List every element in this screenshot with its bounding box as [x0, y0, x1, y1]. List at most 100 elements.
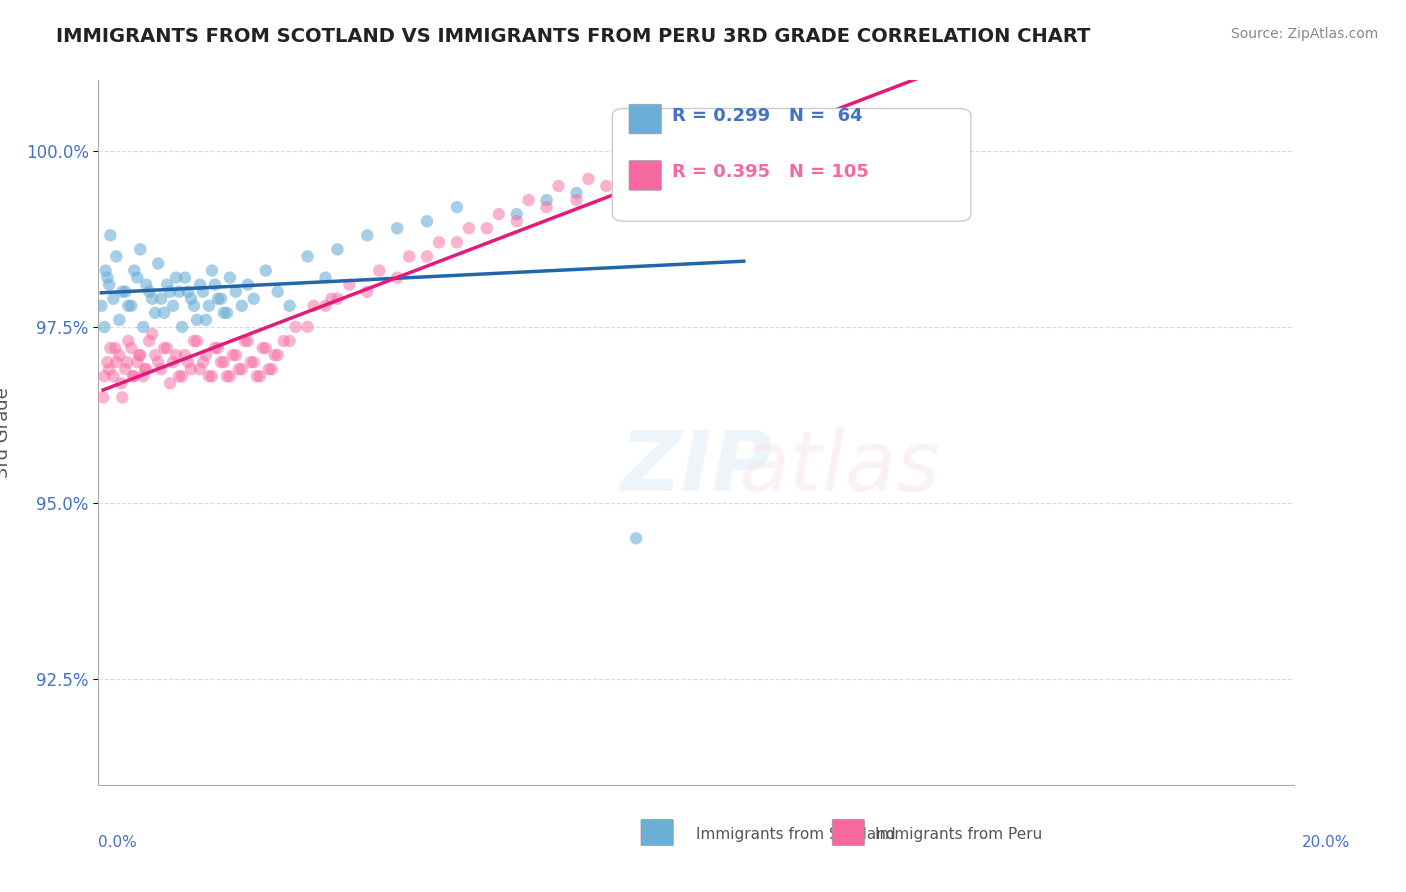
- Point: [697, 144, 720, 158]
- Point: [186, 313, 208, 327]
- Point: [150, 362, 173, 376]
- Point: [231, 362, 253, 376]
- Point: [207, 341, 229, 355]
- Text: 20.0%: 20.0%: [1302, 836, 1350, 850]
- Point: [156, 341, 179, 355]
- Point: [148, 256, 170, 270]
- Point: [127, 270, 149, 285]
- Point: [177, 355, 200, 369]
- Point: [183, 299, 205, 313]
- Point: [114, 285, 136, 299]
- Point: [105, 355, 128, 369]
- Point: [138, 334, 160, 348]
- Point: [135, 362, 157, 376]
- Point: [209, 355, 232, 369]
- Point: [225, 285, 247, 299]
- Point: [103, 369, 125, 384]
- Point: [655, 165, 678, 179]
- Point: [233, 334, 256, 348]
- Point: [128, 348, 150, 362]
- Point: [565, 186, 588, 200]
- Point: [239, 355, 262, 369]
- Point: [94, 263, 117, 277]
- Point: [124, 263, 146, 277]
- Text: 0.0%: 0.0%: [98, 836, 138, 850]
- Point: [263, 348, 285, 362]
- Point: [156, 277, 179, 292]
- Point: [666, 151, 689, 165]
- Point: [315, 270, 337, 285]
- Point: [714, 151, 737, 165]
- Point: [745, 144, 768, 158]
- Point: [427, 235, 450, 250]
- Point: [122, 369, 145, 384]
- Point: [215, 369, 238, 384]
- Point: [183, 334, 205, 348]
- Text: Immigrants from Peru: Immigrants from Peru: [876, 827, 1042, 842]
- Point: [243, 355, 266, 369]
- Point: [162, 299, 184, 313]
- Point: [321, 292, 343, 306]
- Point: [129, 348, 152, 362]
- Point: [231, 299, 253, 313]
- Point: [278, 334, 301, 348]
- Point: [204, 341, 226, 355]
- Point: [297, 320, 319, 334]
- Point: [138, 285, 160, 299]
- Point: [198, 299, 221, 313]
- Point: [167, 369, 190, 384]
- Point: [172, 369, 194, 384]
- Point: [124, 369, 146, 384]
- Point: [180, 362, 202, 376]
- Point: [506, 207, 529, 221]
- Point: [488, 207, 510, 221]
- Point: [111, 391, 134, 405]
- Point: [212, 306, 235, 320]
- Point: [127, 355, 149, 369]
- Point: [565, 193, 588, 207]
- Point: [536, 200, 558, 214]
- Point: [201, 369, 224, 384]
- Point: [111, 285, 134, 299]
- Point: [120, 299, 142, 313]
- Point: [727, 151, 749, 165]
- Text: atlas: atlas: [738, 427, 941, 508]
- Point: [143, 348, 166, 362]
- Point: [416, 214, 439, 228]
- FancyBboxPatch shape: [832, 820, 865, 846]
- Point: [180, 292, 202, 306]
- Point: [148, 355, 170, 369]
- Point: [278, 299, 301, 313]
- Point: [186, 334, 208, 348]
- Point: [626, 532, 648, 546]
- Point: [141, 326, 163, 341]
- Point: [96, 270, 118, 285]
- Point: [547, 178, 569, 194]
- Point: [254, 341, 277, 355]
- Point: [267, 348, 290, 362]
- Point: [108, 348, 131, 362]
- Point: [191, 285, 214, 299]
- Point: [207, 292, 229, 306]
- Point: [273, 334, 295, 348]
- Point: [98, 362, 121, 376]
- Point: [212, 355, 235, 369]
- Text: R = 0.299   N =  64: R = 0.299 N = 64: [672, 106, 863, 125]
- Text: IMMIGRANTS FROM SCOTLAND VS IMMIGRANTS FROM PERU 3RD GRADE CORRELATION CHART: IMMIGRANTS FROM SCOTLAND VS IMMIGRANTS F…: [56, 27, 1091, 45]
- Point: [249, 369, 271, 384]
- Point: [195, 348, 218, 362]
- Point: [517, 193, 540, 207]
- Point: [385, 221, 409, 235]
- Point: [174, 348, 197, 362]
- Point: [93, 369, 115, 384]
- Point: [356, 285, 378, 299]
- Point: [297, 250, 319, 264]
- Point: [198, 369, 221, 384]
- Point: [685, 158, 707, 172]
- Point: [135, 277, 157, 292]
- Point: [284, 320, 307, 334]
- Point: [159, 376, 181, 391]
- Point: [98, 228, 122, 243]
- Point: [191, 355, 214, 369]
- Point: [98, 341, 122, 355]
